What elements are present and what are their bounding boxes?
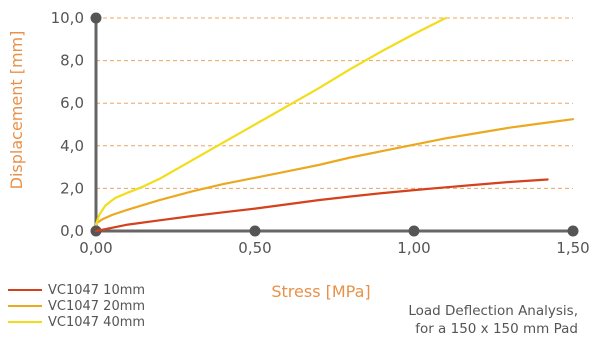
legend-label-10mm: VC1047 10mm <box>48 282 146 298</box>
tick-labels: 0,0 2,0 4,0 6,0 8,0 10,0 0,00 0,50 1,00 1,50 <box>51 9 590 257</box>
legend-item-40mm: VC1047 40mm <box>8 314 145 330</box>
legend-item-10mm: VC1047 10mm <box>8 282 145 298</box>
axes <box>90 12 579 237</box>
x-tick-label: 0,50 <box>238 239 271 257</box>
x-tick-label: 0,00 <box>79 239 112 257</box>
y-axis-label: Displacement [mm] <box>7 31 26 190</box>
series-line-1 <box>94 118 575 225</box>
x-tick-label: 1,50 <box>556 239 589 257</box>
chart-note: Load Deflection Analysis, for a 150 x 15… <box>408 302 578 338</box>
x-axis-label: Stress [MPa] <box>271 282 370 301</box>
y-axis-end-marker <box>90 12 102 24</box>
legend: VC1047 10mm VC1047 20mm VC1047 40mm <box>8 282 145 330</box>
note-line-1: Load Deflection Analysis, <box>408 303 578 319</box>
y-tick-label: 8,0 <box>60 52 84 70</box>
series-line-2 <box>94 16 447 226</box>
y-tick-label: 0,0 <box>60 222 84 240</box>
x-tick-marker <box>408 225 420 237</box>
legend-swatch-40mm <box>8 321 42 323</box>
y-tick-label: 2,0 <box>60 179 84 197</box>
legend-label-40mm: VC1047 40mm <box>48 314 146 330</box>
y-tick-label: 4,0 <box>60 137 84 155</box>
x-tick-marker <box>249 225 261 237</box>
legend-label-20mm: VC1047 20mm <box>48 298 146 314</box>
series-lines <box>94 16 575 233</box>
grid-lines <box>96 17 573 189</box>
series-line-0 <box>94 178 549 233</box>
note-line-2: for a 150 x 150 mm Pad <box>415 321 578 337</box>
x-tick-marker <box>567 225 579 237</box>
legend-swatch-20mm <box>8 305 42 307</box>
x-tick-label: 1,00 <box>397 239 430 257</box>
legend-swatch-10mm <box>8 289 42 291</box>
legend-item-20mm: VC1047 20mm <box>8 298 145 314</box>
y-tick-label: 6,0 <box>60 94 84 112</box>
y-tick-label: 10,0 <box>51 9 84 27</box>
